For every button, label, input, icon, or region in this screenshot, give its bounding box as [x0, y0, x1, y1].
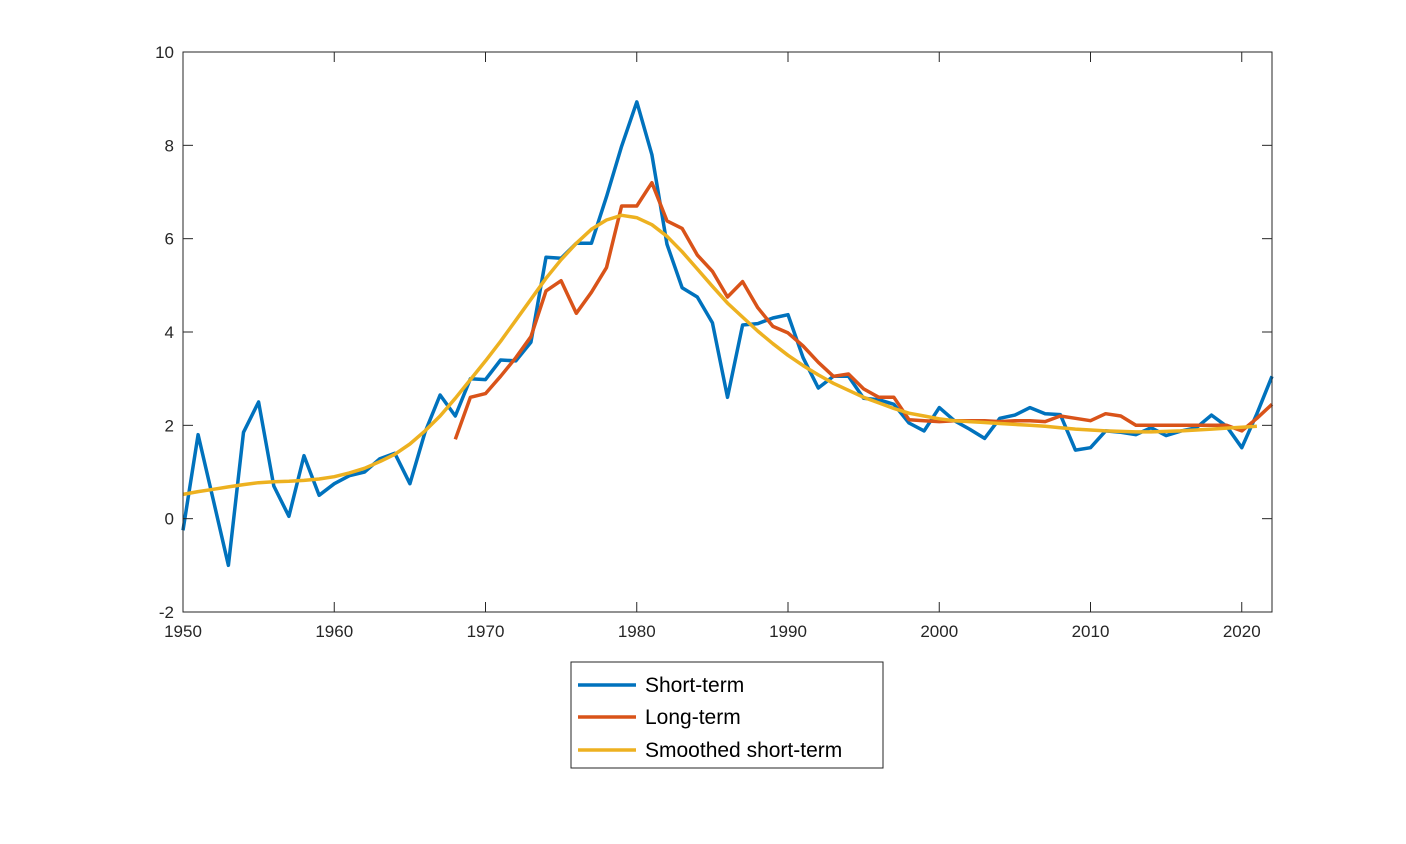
x-tick-label: 1990 — [769, 622, 807, 641]
y-tick-label: -2 — [159, 603, 174, 622]
series-line-long-term — [453, 180, 1274, 440]
series-line-smoothed-short-term — [182, 213, 1258, 497]
x-tick-label: 1980 — [618, 622, 656, 641]
axis-ticks — [182, 51, 1272, 613]
y-tick-label: 8 — [165, 136, 174, 155]
series-line-short-term — [181, 100, 1274, 568]
legend: Short-term Long-term Smoothed short-term — [570, 661, 884, 769]
x-tick-label: 2020 — [1223, 622, 1261, 641]
x-tick-label: 1970 — [467, 622, 505, 641]
legend-label-long-term: Long-term — [645, 706, 741, 729]
axis-tick-labels: 1950 1960 1970 1980 1990 2000 2010 2020 -2 0 2 4 6 8 1… — [155, 43, 1261, 641]
y-tick-label: 2 — [165, 416, 174, 435]
legend-label-smoothed: Smoothed short-term — [645, 739, 842, 762]
x-tick-label: 2000 — [920, 622, 958, 641]
y-tick-label: 6 — [165, 230, 174, 249]
plot-area-frame — [182, 51, 1273, 613]
y-tick-label: 4 — [165, 323, 174, 342]
x-tick-label: 2010 — [1072, 622, 1110, 641]
x-tick-label: 1960 — [315, 622, 353, 641]
y-tick-label: 0 — [165, 510, 174, 529]
plot-lines — [181, 100, 1274, 568]
x-tick-label: 1950 — [164, 622, 202, 641]
y-tick-label: 10 — [155, 43, 174, 62]
legend-label-short-term: Short-term — [645, 674, 744, 697]
